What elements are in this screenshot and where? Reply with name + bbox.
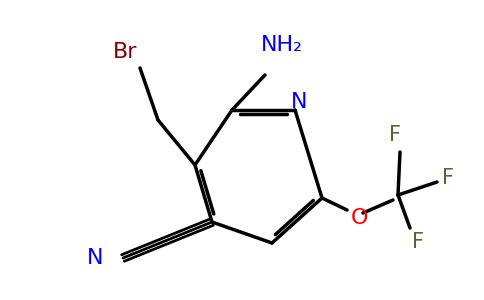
Text: NH₂: NH₂ [261, 35, 303, 55]
Text: F: F [412, 232, 424, 252]
Text: Br: Br [113, 42, 137, 62]
Text: N: N [87, 248, 103, 268]
Text: F: F [389, 125, 401, 145]
Text: O: O [351, 208, 369, 228]
Text: F: F [442, 168, 454, 188]
Text: N: N [291, 92, 307, 112]
